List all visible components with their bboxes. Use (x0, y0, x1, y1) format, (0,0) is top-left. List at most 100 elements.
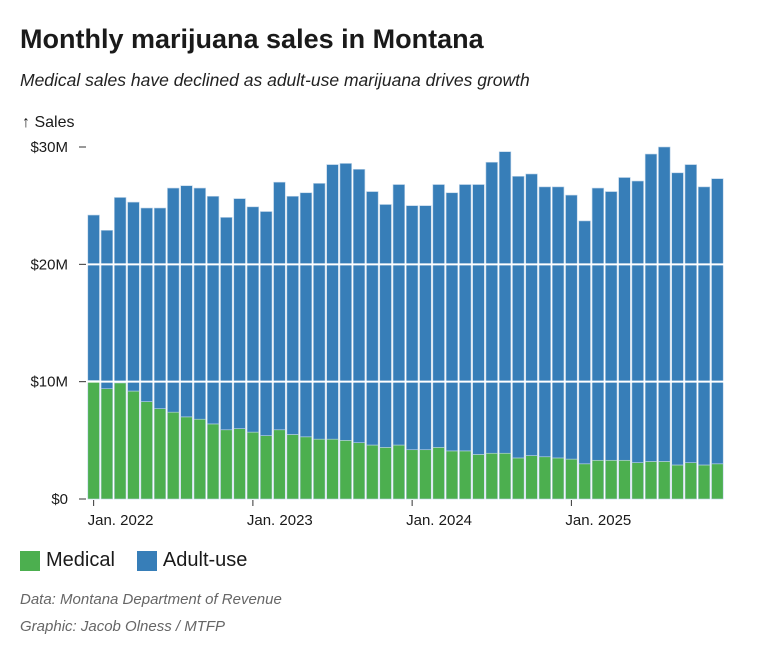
bar-adult-use-2024-07 (485, 161, 498, 454)
bar-adult-use-2023-09 (352, 168, 366, 443)
bar-adult-use-2022-01 (87, 214, 100, 381)
bar-adult-use-2025-06 (631, 180, 644, 463)
bar-adult-use-2025-12 (711, 178, 724, 465)
bar-medical-2022-05 (140, 401, 153, 500)
bar-adult-use-2022-02 (100, 230, 114, 390)
bar-medical-2022-09 (193, 418, 206, 500)
bar-medical-2025-01 (565, 458, 578, 500)
bar-medical-2025-11 (697, 464, 711, 500)
bar-adult-use-2024-12 (551, 186, 565, 459)
bar-adult-use-2022-03 (114, 197, 127, 384)
bar-medical-2024-08 (498, 452, 512, 500)
bar-adult-use-2023-02 (260, 211, 273, 436)
bar-adult-use-2024-11 (538, 186, 551, 458)
bar-medical-2023-08 (339, 440, 352, 500)
bar-adult-use-2022-05 (140, 207, 153, 402)
x-tick-label: Jan. 2022 (88, 512, 154, 529)
credit-note: Graphic: Jacob Olness / MTFP (20, 618, 226, 635)
bar-medical-2024-04 (445, 450, 459, 500)
legend-swatch-medical (20, 550, 40, 571)
bar-adult-use-2023-08 (339, 163, 352, 441)
bar-medical-2022-01 (87, 380, 100, 500)
bar-medical-2022-06 (153, 408, 167, 500)
bar-medical-2023-02 (260, 435, 273, 500)
legend-item-adult-use: Adult-use (136, 549, 247, 572)
bar-adult-use-2023-04 (286, 195, 299, 435)
legend-swatch-adult-use (136, 550, 157, 571)
y-tick-label: $10M (30, 374, 68, 391)
bar-adult-use-2024-02 (419, 205, 432, 451)
x-tick-label: Jan. 2023 (247, 512, 313, 529)
bar-medical-2024-10 (525, 455, 538, 500)
source-note: Data: Montana Department of Revenue (20, 591, 282, 608)
bar-adult-use-2025-01 (565, 194, 578, 460)
bar-adult-use-2025-07 (644, 153, 658, 462)
bar-medical-2024-03 (432, 447, 445, 500)
bar-medical-2023-12 (392, 444, 406, 500)
bar-adult-use-2024-01 (405, 205, 419, 451)
bar-adult-use-2024-09 (512, 176, 525, 459)
bar-adult-use-2025-05 (618, 177, 631, 461)
bar-adult-use-2022-11 (220, 217, 233, 431)
bar-adult-use-2022-09 (193, 187, 206, 420)
y-tick-label: $0 (51, 491, 68, 508)
stacked-bar-chart: ↑ Sales $0 $10M $20M $30M Jan. 2022 Jan. 202… (22, 114, 724, 529)
bar-medical-2025-05 (618, 459, 631, 500)
bar-medical-2025-04 (605, 459, 618, 500)
bar-adult-use-2023-01 (246, 206, 260, 433)
bar-adult-use-2023-06 (313, 183, 326, 440)
bar-medical-2023-11 (379, 447, 392, 500)
bar-medical-2024-06 (472, 454, 485, 500)
bar-medical-2022-10 (206, 423, 220, 500)
bar-adult-use-2022-06 (153, 207, 167, 409)
bar-medical-2022-02 (100, 388, 114, 500)
bar-adult-use-2022-10 (206, 195, 220, 425)
bar-adult-use-2024-05 (459, 184, 472, 452)
bar-medical-2025-12 (711, 463, 724, 500)
y-axis-label: ↑ Sales (22, 114, 74, 131)
bar-adult-use-2022-07 (167, 187, 180, 413)
bar-adult-use-2025-03 (591, 187, 605, 461)
bar-medical-2023-09 (352, 442, 366, 500)
bar-medical-2024-05 (459, 450, 472, 500)
bar-medical-2025-02 (578, 463, 591, 500)
bar-medical-2022-07 (167, 411, 180, 500)
bar-medical-2024-09 (512, 457, 525, 500)
bar-adult-use-2025-09 (671, 172, 684, 466)
bar-adult-use-2023-10 (366, 191, 379, 446)
bar-medical-2023-07 (326, 438, 339, 500)
bar-medical-2023-05 (299, 436, 313, 500)
bar-adult-use-2025-11 (697, 186, 711, 466)
chart-title: Monthly marijuana sales in Montana (20, 24, 484, 54)
legend-item-medical: Medical (20, 549, 115, 572)
bar-adult-use-2024-03 (432, 184, 445, 448)
bar-medical-2024-01 (405, 449, 419, 500)
bar-medical-2025-10 (684, 462, 697, 500)
bar-medical-2024-07 (485, 452, 498, 500)
bar-medical-2025-08 (658, 461, 671, 500)
bar-medical-2022-12 (233, 428, 246, 500)
bar-medical-2025-09 (671, 464, 684, 500)
bar-adult-use-2024-10 (525, 173, 538, 456)
bar-adult-use-2025-02 (578, 220, 591, 465)
bar-adult-use-2025-10 (684, 164, 697, 463)
bar-medical-2022-08 (180, 416, 193, 500)
bar-medical-2025-03 (591, 459, 605, 500)
bar-adult-use-2023-11 (379, 204, 392, 448)
bar-medical-2022-11 (220, 429, 233, 500)
bar-medical-2024-11 (538, 456, 551, 500)
bar-adult-use-2022-08 (180, 185, 193, 418)
bar-adult-use-2024-06 (472, 184, 485, 455)
bar-adult-use-2023-07 (326, 164, 339, 440)
bar-adult-use-2023-03 (273, 181, 286, 431)
bar-medical-2023-01 (246, 431, 260, 500)
bar-adult-use-2022-04 (127, 201, 140, 392)
bar-medical-2025-06 (631, 462, 644, 500)
bar-medical-2022-04 (127, 390, 140, 500)
bar-adult-use-2023-12 (392, 184, 406, 446)
legend: Medical Adult-use (20, 549, 247, 572)
bar-medical-2024-12 (551, 457, 565, 500)
legend-label-medical: Medical (46, 549, 115, 571)
bar-medical-2023-04 (286, 434, 299, 500)
bar-adult-use-2025-04 (605, 191, 618, 461)
